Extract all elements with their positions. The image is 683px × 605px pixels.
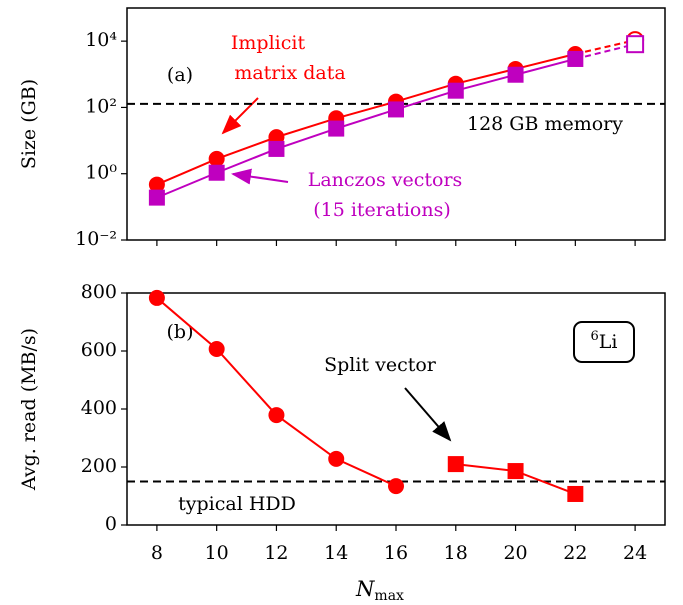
- panel-label: (b): [167, 321, 194, 343]
- marker: [268, 407, 285, 424]
- hline-label: typical HDD: [178, 493, 296, 515]
- annotation: Split vector: [324, 354, 437, 376]
- label-box: [573, 321, 635, 363]
- y-tick-label: 600: [81, 339, 117, 361]
- x-tick-label: 24: [623, 542, 647, 564]
- y-tick-label: 400: [81, 397, 117, 419]
- marker: [447, 82, 464, 99]
- isotope-mass: 6: [591, 329, 599, 344]
- y-axis-label: Avg. read (MB/s): [18, 328, 40, 491]
- series-line-dashed: [575, 43, 636, 60]
- x-label-main: N: [355, 577, 375, 601]
- marker: [567, 485, 584, 502]
- series-label: matrix data: [234, 62, 345, 84]
- y-axis-label: Size (GB): [18, 79, 40, 169]
- series-label: Implicit: [231, 32, 306, 54]
- x-tick-label: 8: [151, 542, 163, 564]
- marker: [388, 101, 404, 118]
- y-tick-label: 10⁻²: [75, 228, 117, 250]
- y-tick-label: 10⁰: [85, 162, 117, 184]
- x-tick-label: 14: [324, 542, 348, 564]
- y-tick-label: 0: [105, 513, 117, 535]
- arrow: [231, 168, 289, 185]
- series-label: (15 iterations): [313, 199, 451, 221]
- x-tick-label: 20: [503, 542, 527, 564]
- arrow: [221, 97, 259, 135]
- isotope-symbol: Li: [599, 331, 618, 353]
- marker: [328, 120, 345, 137]
- x-tick-label: 10: [205, 542, 229, 564]
- marker: [328, 450, 345, 467]
- marker: [567, 50, 584, 67]
- x-tick-label: 18: [444, 542, 468, 564]
- x-tick-label: 12: [264, 542, 288, 564]
- y-tick-label: 10²: [85, 95, 117, 117]
- series-label: Lanczos vectors: [308, 169, 463, 191]
- y-tick-label: 200: [81, 455, 117, 477]
- marker: [148, 289, 165, 306]
- marker: [148, 176, 165, 193]
- series-line: [156, 57, 576, 199]
- series-line-dashed: [575, 39, 636, 55]
- x-tick-label: 22: [563, 542, 587, 564]
- isotope-label: 6Li: [591, 329, 618, 354]
- series-line: [156, 53, 576, 186]
- marker: [507, 66, 524, 83]
- marker: [626, 35, 645, 54]
- x-tick-label: 16: [384, 542, 408, 564]
- marker: [388, 478, 404, 495]
- arrow: [404, 387, 452, 442]
- marker: [148, 189, 165, 206]
- marker: [208, 164, 225, 181]
- x-label-sub: max: [374, 588, 404, 604]
- marker: [268, 140, 285, 157]
- panel-label: (a): [167, 64, 193, 86]
- y-tick-label: 10⁴: [85, 29, 117, 51]
- marker: [447, 456, 464, 473]
- marker: [507, 463, 524, 480]
- hline-label: 128 GB memory: [467, 113, 623, 135]
- marker: [208, 150, 225, 167]
- x-axis-label: Nmax: [355, 577, 404, 605]
- marker: [208, 340, 225, 357]
- y-tick-label: 800: [81, 281, 117, 303]
